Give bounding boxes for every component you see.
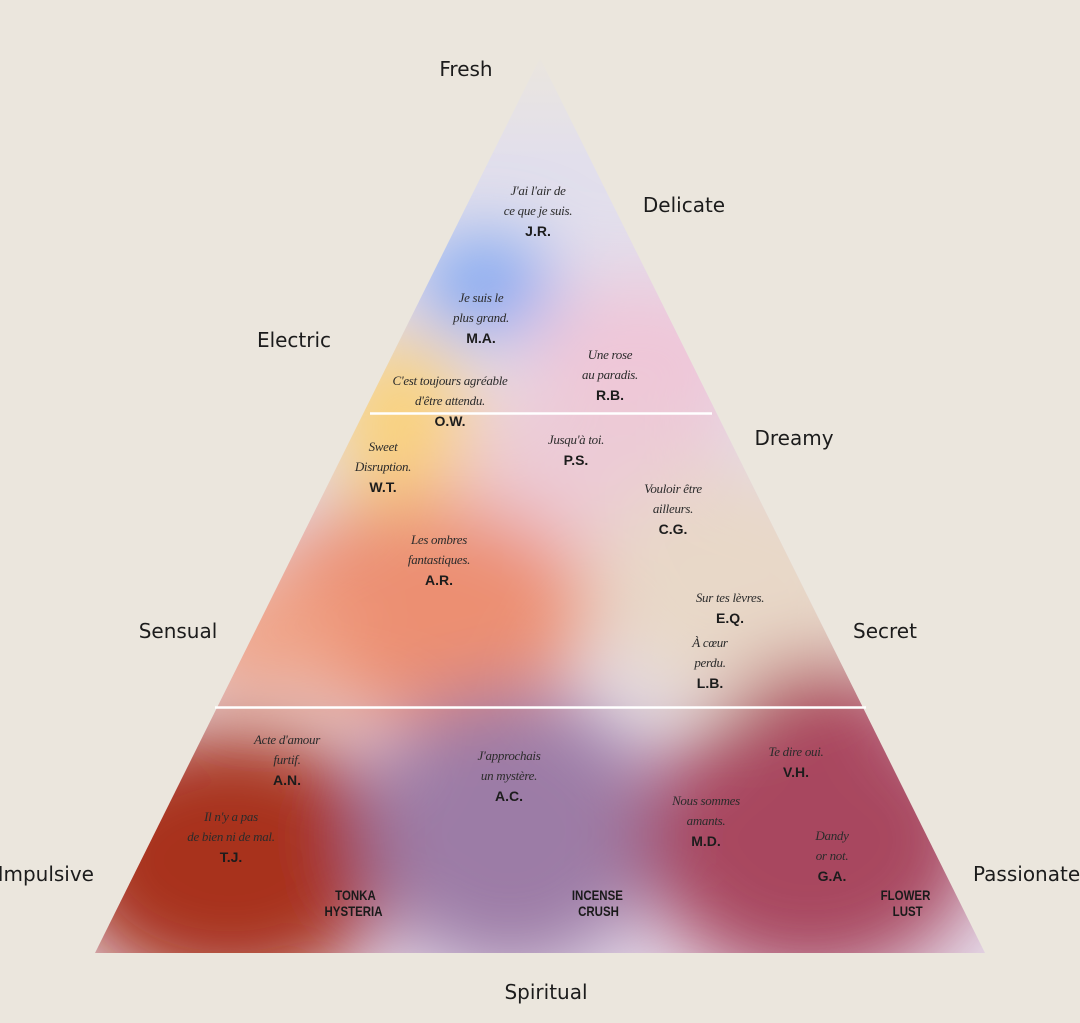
- initials: O.W.: [434, 413, 465, 429]
- axis-label: Impulsive: [0, 862, 94, 886]
- product-name: HYSTERIA: [325, 903, 383, 919]
- initials: A.N.: [273, 772, 301, 788]
- initials: J.R.: [525, 223, 551, 239]
- quote-line: perdu.: [693, 655, 725, 670]
- quote-line: de bien ni de mal.: [187, 829, 274, 844]
- product-name: INCENSE: [572, 887, 623, 903]
- quote-line: Il n'y a pas: [203, 809, 258, 824]
- quote-line: Disruption.: [354, 459, 411, 474]
- quote-line: d'être attendu.: [415, 393, 485, 408]
- product-name: TONKA: [335, 887, 376, 903]
- initials: G.A.: [818, 868, 847, 884]
- axis-label: Secret: [853, 619, 917, 643]
- product-name: CRUSH: [578, 903, 619, 919]
- product-name: LUST: [893, 903, 923, 919]
- product-name: FLOWER: [881, 887, 931, 903]
- axis-label: Fresh: [439, 57, 492, 81]
- initials: R.B.: [596, 387, 624, 403]
- initials: P.S.: [564, 452, 589, 468]
- quote-line: Je suis le: [459, 290, 504, 305]
- initials: T.J.: [220, 849, 243, 865]
- quote-line: Nous sommes: [671, 793, 740, 808]
- quote-line: Une rose: [588, 347, 633, 362]
- labels: Fresh Delicate Electric Dreamy Sensual Secret…: [0, 57, 1080, 1004]
- quote-line: À cœur: [691, 635, 729, 650]
- initials: C.G.: [659, 521, 688, 537]
- quote-line: fantastiques.: [408, 552, 470, 567]
- initials: V.H.: [783, 764, 809, 780]
- quote-line: Jusqu'à toi.: [548, 432, 604, 447]
- axis-label: Delicate: [643, 193, 725, 217]
- quote-line: Les ombres: [410, 532, 467, 547]
- quote-line: Te dire oui.: [768, 744, 823, 759]
- axis-label: Electric: [257, 328, 331, 352]
- quote-line: ailleurs.: [653, 501, 693, 516]
- quote-line: Sur tes lèvres.: [696, 590, 764, 605]
- initials: L.B.: [697, 675, 723, 691]
- quote-line: Acte d'amour: [253, 732, 321, 747]
- quote-line: ce que je suis.: [504, 203, 572, 218]
- initials: M.A.: [466, 330, 496, 346]
- quote-line: furtif.: [273, 752, 300, 767]
- quote-line: C'est toujours agréable: [392, 373, 508, 388]
- initials: M.D.: [691, 833, 721, 849]
- axis-label: Dreamy: [754, 426, 833, 450]
- quote-line: Sweet: [369, 439, 399, 454]
- axis-label: Sensual: [139, 619, 218, 643]
- quote-line: au paradis.: [582, 367, 638, 382]
- quote-line: Dandy: [814, 828, 849, 843]
- quote-line: or not.: [816, 848, 849, 863]
- axis-label: Passionate: [973, 862, 1080, 886]
- initials: A.R.: [425, 572, 453, 588]
- quote-line: J'approchais: [478, 748, 541, 763]
- initials: W.T.: [369, 479, 396, 495]
- quote-line: amants.: [687, 813, 726, 828]
- initials: E.Q.: [716, 610, 744, 626]
- quote-line: J'ai l'air de: [510, 183, 566, 198]
- quote-line: plus grand.: [452, 310, 509, 325]
- quote-line: un mystère.: [481, 768, 537, 783]
- initials: A.C.: [495, 788, 523, 804]
- quote-line: Vouloir être: [644, 481, 702, 496]
- axis-label: Spiritual: [504, 980, 587, 1004]
